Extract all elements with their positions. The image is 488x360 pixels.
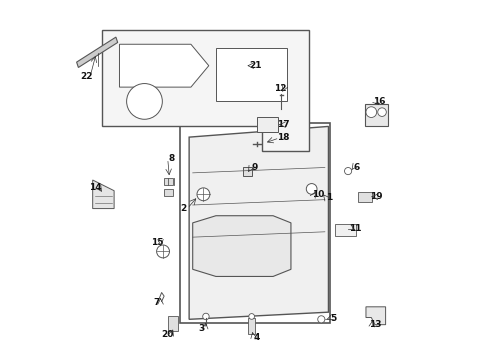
- Text: 21: 21: [248, 61, 261, 70]
- Text: 4: 4: [253, 333, 260, 342]
- FancyBboxPatch shape: [164, 189, 173, 196]
- FancyBboxPatch shape: [364, 104, 387, 126]
- Text: 20: 20: [161, 330, 174, 339]
- Text: 18: 18: [276, 133, 289, 142]
- Circle shape: [248, 314, 254, 319]
- Text: 13: 13: [368, 320, 381, 329]
- Text: 14: 14: [89, 183, 102, 192]
- Circle shape: [197, 188, 209, 201]
- Circle shape: [365, 107, 376, 117]
- Text: 17: 17: [277, 120, 289, 129]
- Text: 7: 7: [154, 298, 160, 307]
- Text: 15: 15: [150, 238, 163, 247]
- FancyBboxPatch shape: [334, 224, 355, 236]
- Circle shape: [377, 108, 386, 116]
- Text: 1: 1: [325, 193, 332, 202]
- Text: 19: 19: [369, 192, 382, 201]
- FancyBboxPatch shape: [180, 123, 329, 323]
- Circle shape: [126, 84, 162, 119]
- Circle shape: [317, 316, 324, 323]
- FancyBboxPatch shape: [164, 178, 173, 185]
- Polygon shape: [102, 30, 308, 152]
- Polygon shape: [365, 307, 385, 325]
- Circle shape: [344, 167, 351, 175]
- Text: 2: 2: [180, 204, 186, 213]
- Text: 12: 12: [273, 84, 286, 93]
- Text: 5: 5: [329, 314, 336, 323]
- Circle shape: [156, 245, 169, 258]
- FancyBboxPatch shape: [257, 117, 278, 132]
- FancyBboxPatch shape: [242, 167, 251, 176]
- Text: 16: 16: [372, 97, 385, 106]
- FancyBboxPatch shape: [247, 318, 255, 334]
- Text: 6: 6: [353, 163, 360, 172]
- Circle shape: [203, 313, 209, 320]
- Polygon shape: [119, 44, 208, 87]
- Polygon shape: [189, 126, 328, 319]
- FancyBboxPatch shape: [357, 192, 371, 202]
- Text: 8: 8: [168, 154, 174, 163]
- Text: 11: 11: [348, 224, 361, 233]
- Polygon shape: [192, 216, 290, 276]
- FancyBboxPatch shape: [168, 316, 177, 331]
- Text: 3: 3: [198, 324, 204, 333]
- Polygon shape: [77, 37, 118, 67]
- Text: 9: 9: [251, 163, 257, 172]
- Polygon shape: [93, 180, 114, 208]
- Text: 10: 10: [311, 190, 323, 199]
- Polygon shape: [216, 48, 287, 102]
- Circle shape: [305, 184, 316, 194]
- Text: 22: 22: [80, 72, 93, 81]
